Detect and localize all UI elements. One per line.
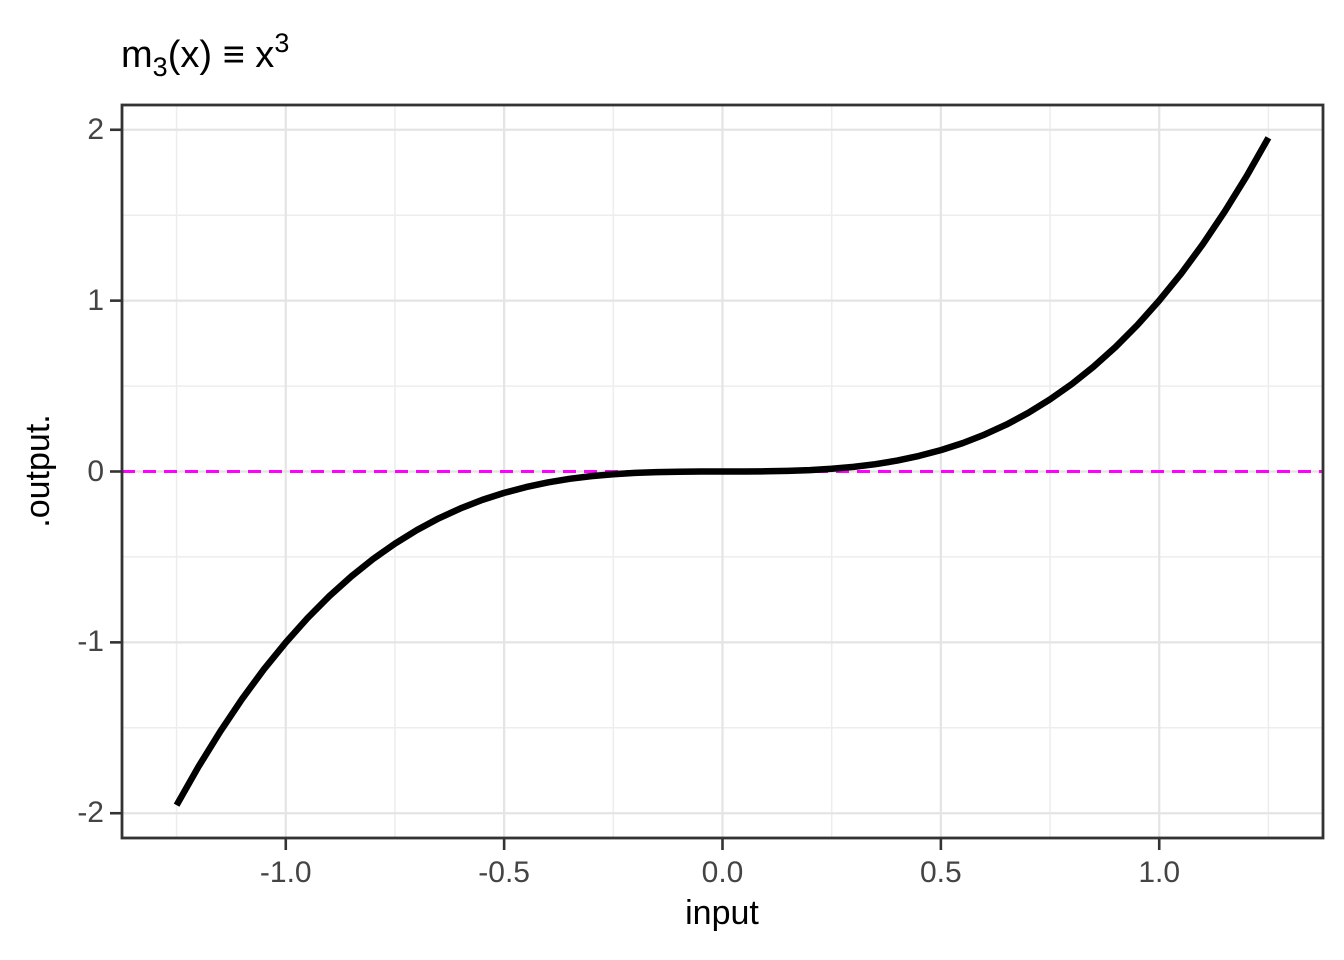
x-tick-label-0.5: 0.5 bbox=[920, 856, 962, 889]
plot-title-part: m bbox=[121, 34, 153, 76]
x-tick-label--0.5: -0.5 bbox=[478, 856, 530, 889]
y-tick-label--2: -2 bbox=[77, 796, 104, 830]
plot-title-part-sup: 3 bbox=[274, 28, 290, 58]
x-tick-label--1.0: -1.0 bbox=[259, 856, 312, 889]
plot-title-part: (x) bbox=[167, 34, 223, 76]
plot-title-part: ≡ bbox=[222, 34, 245, 76]
cubic-curve bbox=[173, 136, 1272, 807]
x-tick-label-0.0: 0.0 bbox=[701, 856, 744, 889]
panel-border bbox=[120, 103, 1325, 840]
x-tick-label-1.0: 1.0 bbox=[1138, 856, 1181, 889]
plot-title: m3(x) ≡ x3 bbox=[121, 16, 289, 94]
y-tick-label-2: 2 bbox=[87, 112, 104, 146]
plot-title-part: x bbox=[244, 34, 275, 76]
y-tick-label--1: -1 bbox=[77, 625, 104, 659]
y-tick-label-0: 0 bbox=[87, 454, 104, 488]
x-axis-title: input bbox=[685, 894, 759, 932]
y-tick-label-1: 1 bbox=[87, 283, 104, 317]
plot-title-part-sub: 3 bbox=[152, 52, 168, 82]
